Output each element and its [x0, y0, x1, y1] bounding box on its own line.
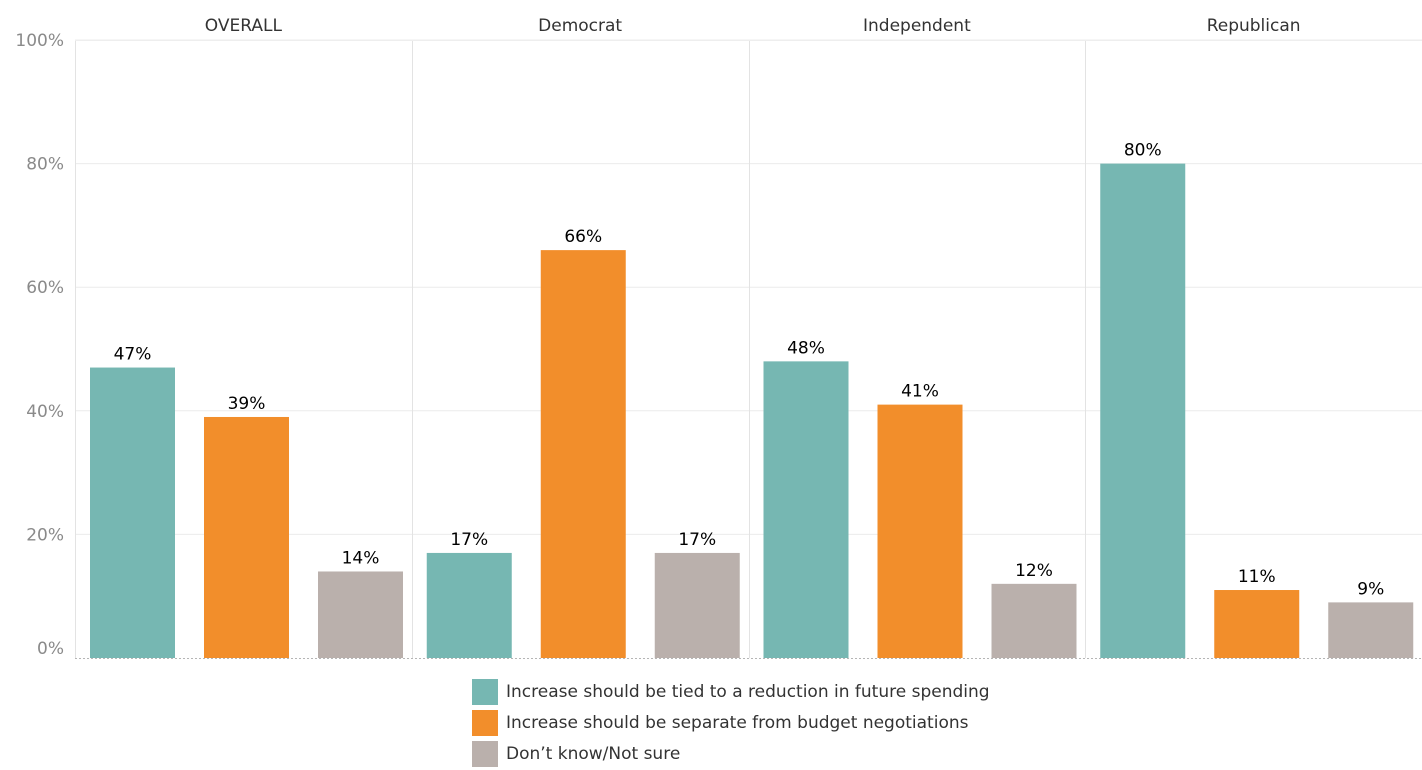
y-tick-label: 20% [26, 525, 64, 545]
legend-swatch-separate [472, 709, 498, 736]
data-label: 17% [450, 530, 488, 550]
bar-overall-1 [204, 416, 289, 658]
panel-header-band [75, 0, 1422, 40]
bar-republican-2 [1328, 602, 1414, 658]
panel-header-democrat: Democrat [538, 16, 622, 36]
legend-item-tied: Increase should be tied to a reduction i… [472, 676, 990, 707]
bar-independent-2 [991, 583, 1077, 658]
data-label: 11% [1238, 567, 1276, 587]
legend-label-not-sure: Don’t know/Not sure [506, 743, 681, 764]
legend-label-tied: Increase should be tied to a reduction i… [506, 681, 990, 702]
data-label: 48% [787, 338, 825, 358]
bar-democrat-2 [654, 552, 740, 658]
data-label: 47% [114, 345, 152, 365]
data-label: 9% [1357, 579, 1384, 599]
y-tick-label: 100% [15, 31, 64, 51]
data-label: 14% [342, 548, 380, 568]
legend-label-separate: Increase should be separate from budget … [506, 712, 969, 733]
legend-item-not-sure: Don’t know/Not sure [472, 738, 990, 769]
panel-header-overall: OVERALL [205, 16, 283, 36]
data-label: 80% [1124, 141, 1162, 161]
legend: Increase should be tied to a reduction i… [472, 676, 990, 769]
bar-republican-1 [1214, 590, 1300, 658]
panel-header-independent: Independent [863, 16, 971, 36]
panel-header-republican: Republican [1207, 16, 1301, 36]
bar-overall-2 [318, 571, 403, 658]
bar-republican-0 [1100, 163, 1186, 658]
data-label: 17% [678, 530, 716, 550]
bar-democrat-1 [540, 250, 626, 658]
bar-democrat-0 [426, 552, 512, 658]
data-label: 12% [1015, 561, 1053, 581]
y-tick-label: 80% [26, 155, 64, 175]
y-tick-label: 40% [26, 402, 64, 422]
y-tick-label: 60% [26, 278, 64, 298]
legend-swatch-tied [472, 678, 498, 705]
data-label: 66% [564, 227, 602, 247]
data-label: 39% [228, 394, 266, 414]
bar-independent-1 [877, 404, 963, 658]
bar-overall-0 [90, 367, 175, 658]
y-tick-label: 0% [37, 639, 64, 659]
bar-independent-0 [763, 361, 849, 658]
legend-swatch-not-sure [472, 740, 498, 767]
legend-item-separate: Increase should be separate from budget … [472, 707, 990, 738]
data-label: 41% [901, 382, 939, 402]
